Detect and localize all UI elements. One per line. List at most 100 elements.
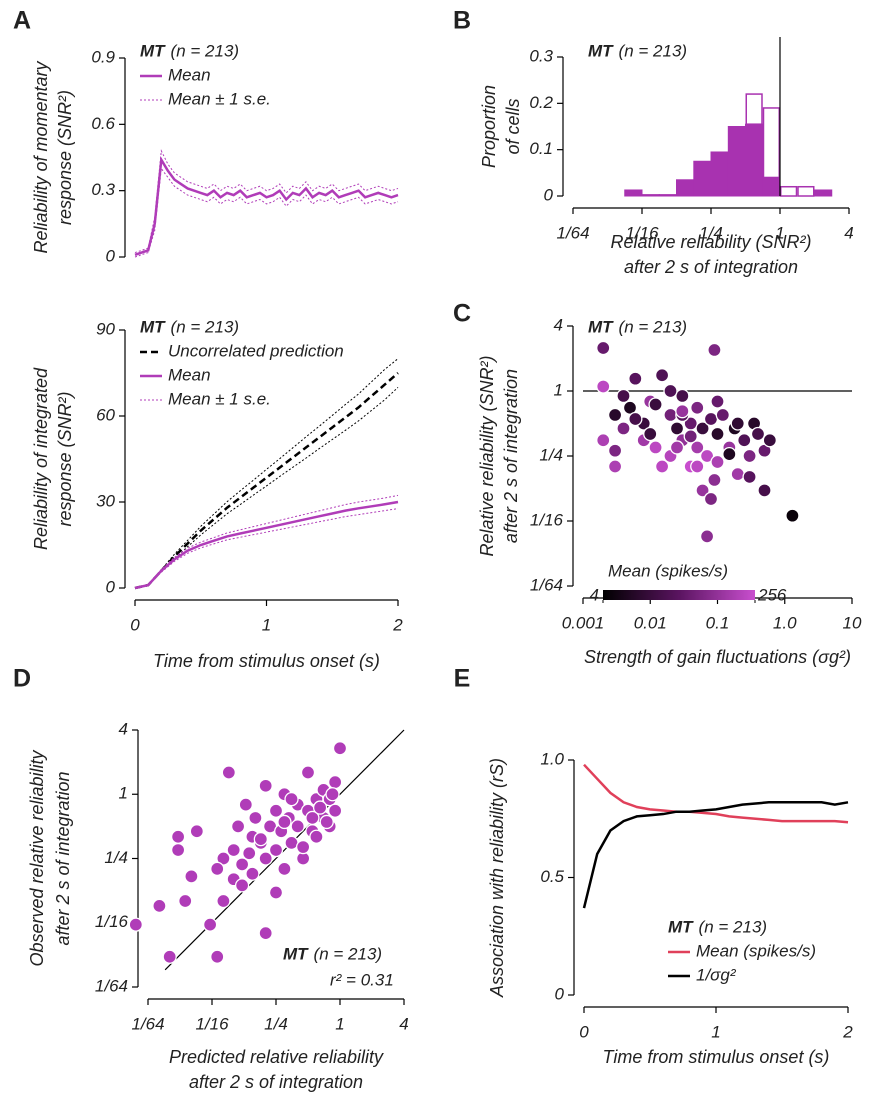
legend-title: MT bbox=[588, 317, 614, 336]
x-tick-label: 0.01 bbox=[634, 613, 667, 632]
y-tick-label: 1/16 bbox=[530, 510, 564, 529]
y-tick-label: 60 bbox=[96, 405, 115, 424]
point bbox=[757, 483, 772, 498]
bar bbox=[727, 126, 746, 197]
y-tick-label: 90 bbox=[96, 319, 115, 338]
point bbox=[226, 842, 241, 858]
point bbox=[309, 829, 324, 844]
point bbox=[245, 866, 260, 881]
panel-label: E bbox=[454, 665, 471, 693]
point bbox=[327, 774, 343, 790]
y-tick-label: 0 bbox=[544, 185, 554, 204]
bar bbox=[745, 123, 764, 197]
x-tick-label: 1/64 bbox=[556, 223, 589, 242]
point bbox=[216, 851, 231, 866]
bar bbox=[641, 194, 660, 197]
legend-label: Uncorrelated prediction bbox=[168, 341, 344, 360]
x-axis-label: Time from stimulus onset (s) bbox=[603, 1047, 830, 1067]
point bbox=[290, 819, 305, 834]
point bbox=[221, 765, 236, 780]
x-tick-label: 1/16 bbox=[195, 1014, 229, 1033]
point bbox=[654, 459, 670, 474]
legend-title-n: (n = 213) bbox=[171, 317, 240, 336]
legend-title: MT bbox=[283, 944, 309, 963]
x-tick-label: 1/4 bbox=[264, 1014, 288, 1033]
y-tick-label: 1/16 bbox=[95, 912, 129, 931]
y-axis-label: of cells bbox=[503, 98, 523, 154]
y-tick-label: 1/64 bbox=[530, 575, 563, 594]
point bbox=[669, 440, 685, 455]
legend-title: MT bbox=[588, 41, 614, 60]
point bbox=[710, 394, 725, 409]
point bbox=[730, 466, 745, 482]
y-axis-label: Association with reliability (rS) bbox=[487, 758, 507, 998]
y-axis-label: after 2 s of integration bbox=[501, 369, 521, 543]
point bbox=[628, 411, 643, 427]
point bbox=[216, 893, 231, 909]
open-bar bbox=[797, 185, 815, 197]
panel-label: A bbox=[13, 7, 31, 35]
panel-label: B bbox=[453, 7, 471, 35]
point bbox=[730, 416, 745, 431]
x-tick-label: 0.1 bbox=[706, 613, 730, 632]
point bbox=[332, 741, 348, 756]
point bbox=[202, 917, 218, 932]
point bbox=[170, 829, 186, 844]
legend-label: Mean bbox=[168, 365, 211, 384]
bound-line bbox=[134, 149, 399, 254]
point bbox=[699, 448, 715, 464]
point bbox=[284, 791, 299, 807]
point bbox=[616, 421, 631, 436]
x-tick-label: 10 bbox=[843, 613, 862, 632]
colorbar bbox=[603, 590, 755, 600]
y-tick-label: 0.2 bbox=[529, 93, 553, 112]
y-axis-label: response (SNR²) bbox=[55, 90, 75, 225]
point bbox=[703, 491, 719, 507]
point bbox=[268, 842, 284, 858]
x-tick-label: 1/16 bbox=[625, 223, 659, 242]
legend-title-n: (n = 213) bbox=[314, 944, 383, 963]
point bbox=[703, 411, 719, 427]
point bbox=[707, 472, 722, 488]
bar bbox=[693, 160, 712, 197]
point bbox=[695, 421, 710, 436]
x-axis-label: after 2 s of integration bbox=[624, 257, 798, 277]
y-axis-label: after 2 s of integration bbox=[53, 771, 73, 945]
y-tick-label: 0 bbox=[106, 577, 116, 596]
y-tick-label: 0.3 bbox=[529, 46, 553, 65]
y-axis-label: response (SNR²) bbox=[55, 391, 75, 526]
legend-title: MT bbox=[140, 41, 166, 60]
point bbox=[710, 426, 725, 442]
point bbox=[737, 433, 752, 448]
point bbox=[152, 898, 167, 914]
legend-label: Mean bbox=[168, 65, 211, 84]
point bbox=[607, 407, 623, 423]
bar bbox=[762, 176, 781, 197]
legend-label: Mean ± 1 s.e. bbox=[168, 89, 271, 108]
point bbox=[258, 778, 273, 793]
x-tick-label: 0 bbox=[130, 615, 140, 634]
point bbox=[268, 885, 284, 900]
point bbox=[707, 342, 722, 358]
colorbar-tick-label: 256 bbox=[757, 585, 787, 604]
point bbox=[295, 839, 311, 855]
point bbox=[699, 529, 715, 544]
point bbox=[762, 433, 777, 448]
y-tick-label: 0 bbox=[555, 984, 565, 1003]
y-tick-label: 0 bbox=[106, 246, 116, 265]
legend-title-n: (n = 213) bbox=[171, 41, 240, 60]
y-tick-label: 4 bbox=[119, 719, 128, 738]
y-axis-label: Proportion bbox=[479, 85, 499, 168]
point bbox=[327, 803, 343, 818]
point bbox=[663, 383, 678, 399]
series-line bbox=[134, 372, 399, 590]
y-tick-label: 1/4 bbox=[539, 445, 563, 464]
point bbox=[750, 426, 766, 442]
legend-label: Mean (spikes/s) bbox=[696, 941, 816, 960]
point bbox=[234, 878, 250, 893]
point bbox=[648, 397, 663, 412]
series-line bbox=[583, 763, 849, 824]
x-tick-label: 4 bbox=[844, 223, 853, 242]
point bbox=[248, 810, 263, 826]
